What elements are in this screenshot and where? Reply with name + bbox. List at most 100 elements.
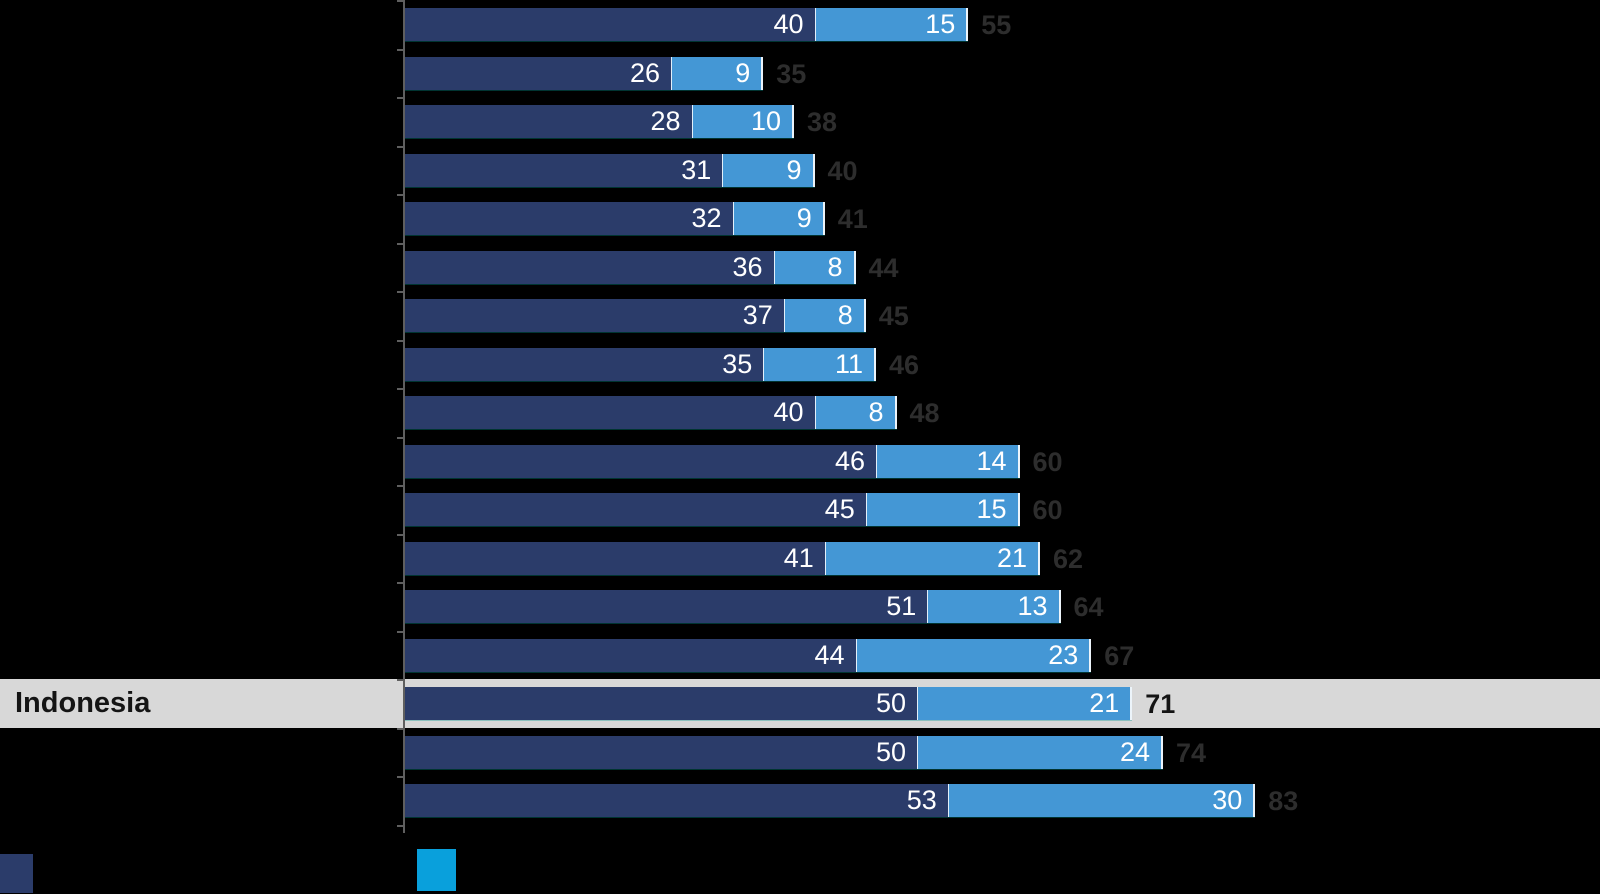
bar-row: 28 10 (404, 105, 794, 139)
bar-value-label-dark: 37 (742, 300, 773, 331)
bar-value-label-light: 8 (827, 251, 843, 282)
bar-segment-light: 13 (927, 590, 1061, 624)
bar-segment-light: 15 (865, 493, 1020, 527)
bar-segment-light: 15 (814, 8, 969, 41)
axis-tick (397, 727, 405, 730)
axis-tick (397, 0, 405, 2)
bar-segment-dark: 50 (404, 735, 917, 769)
axis-tick (397, 679, 405, 682)
total-label: 60 (1032, 446, 1063, 477)
axis-tick (397, 242, 405, 245)
bar-segment-light: 11 (763, 347, 876, 381)
bar-value-label-dark: 28 (650, 106, 681, 137)
total-label: 48 (909, 398, 940, 429)
bar-segment-dark: 44 (404, 638, 856, 672)
bar-segment-light: 9 (671, 56, 764, 90)
bar-segment-light: 30 (947, 784, 1256, 818)
axis-tick (397, 582, 405, 585)
total-label: 45 (878, 301, 909, 332)
bar-row: 26 9 (404, 56, 764, 90)
bar-value-label-dark: 41 (783, 542, 814, 573)
bar-row: 37 8 (404, 299, 866, 333)
axis-tick (397, 339, 405, 342)
axis-tick (397, 48, 405, 51)
bar-value-label-light: 9 (786, 154, 802, 185)
total-label: 46 (889, 349, 920, 380)
bar-row: 31 9 (404, 153, 815, 187)
bar-segment-dark: 46 (404, 444, 876, 478)
total-label: 35 (776, 58, 807, 89)
axis-tick (397, 291, 405, 294)
bar-segment-dark: 32 (404, 202, 733, 236)
bar-segment-light: 21 (824, 541, 1040, 575)
bar-segment-light: 21 (917, 687, 1133, 721)
bar-value-label-light: 13 (1017, 591, 1048, 622)
bar-value-label-light: 21 (996, 542, 1027, 573)
bar-row: 36 8 (404, 250, 856, 284)
highlight-category-label: Indonesia (15, 687, 151, 720)
bar-segment-dark: 26 (404, 56, 671, 90)
bar-value-label-light: 24 (1119, 736, 1150, 767)
bar-row: 50 21 (404, 687, 1133, 721)
bar-segment-dark: 28 (404, 105, 692, 139)
bar-segment-dark: 31 (404, 153, 723, 187)
axis-tick (397, 388, 405, 391)
axis-tick (397, 825, 405, 827)
bar-segment-dark: 51 (404, 590, 928, 624)
bar-segment-dark: 41 (404, 541, 825, 575)
bar-value-label-light: 30 (1212, 785, 1243, 816)
bar-row: 53 30 (404, 784, 1256, 818)
bar-row: 51 13 (404, 590, 1061, 624)
bar-segment-dark: 50 (404, 687, 917, 721)
bar-value-label-dark: 40 (773, 9, 804, 39)
bar-value-label-dark: 53 (906, 785, 937, 816)
total-label: 55 (981, 10, 1012, 40)
axis-tick (397, 776, 405, 779)
total-label: 38 (807, 107, 838, 138)
bar-segment-light: 9 (722, 153, 815, 187)
axis-tick (397, 533, 405, 536)
bar-value-label-dark: 45 (824, 494, 855, 525)
legend-light-blue-swatch (417, 849, 456, 891)
bar-value-label-light: 9 (735, 57, 751, 88)
legend-dark-blue-swatch (0, 854, 33, 893)
bar-row: 32 9 (404, 202, 825, 236)
bar-segment-dark: 37 (404, 299, 784, 333)
bar-row: 41 21 (404, 541, 1040, 575)
bar-value-label-light: 11 (834, 348, 863, 379)
bar-value-label-dark: 35 (722, 348, 753, 379)
bar-segment-light: 8 (783, 299, 866, 333)
bar-value-label-dark: 36 (732, 251, 763, 282)
bar-row: 40 8 (404, 396, 897, 430)
bar-value-label-light: 23 (1048, 639, 1079, 670)
axis-tick (397, 194, 405, 197)
bar-value-label-light: 9 (796, 203, 812, 234)
bar-row: 45 15 (404, 493, 1020, 527)
bar-segment-dark: 40 (404, 8, 815, 41)
bar-row: 50 24 (404, 735, 1163, 769)
bar-row: 35 11 (404, 347, 876, 381)
bar-value-label-dark: 26 (629, 57, 660, 88)
bar-value-label-light: 10 (750, 106, 781, 137)
bar-segment-dark: 53 (404, 784, 948, 818)
total-label: 44 (868, 252, 899, 283)
bar-value-label-dark: 32 (691, 203, 722, 234)
bar-value-label-light: 15 (976, 494, 1007, 525)
bar-value-label-light: 15 (925, 9, 956, 39)
bar-segment-light: 9 (732, 202, 825, 236)
bar-segment-light: 8 (773, 250, 856, 284)
bar-segment-light: 14 (876, 444, 1020, 478)
bar-segment-light: 24 (917, 735, 1163, 769)
bar-row: 40 15 (404, 8, 969, 41)
bar-segment-dark: 45 (404, 493, 866, 527)
bar-value-label-dark: 31 (681, 154, 712, 185)
bar-value-label-dark: 51 (886, 591, 917, 622)
bar-value-label-light: 8 (837, 300, 853, 331)
total-label: 67 (1104, 640, 1135, 671)
axis-tick (397, 145, 405, 148)
total-label: 41 (837, 204, 868, 235)
axis-tick (397, 436, 405, 439)
bar-segment-dark: 36 (404, 250, 774, 284)
axis-tick (397, 630, 405, 633)
